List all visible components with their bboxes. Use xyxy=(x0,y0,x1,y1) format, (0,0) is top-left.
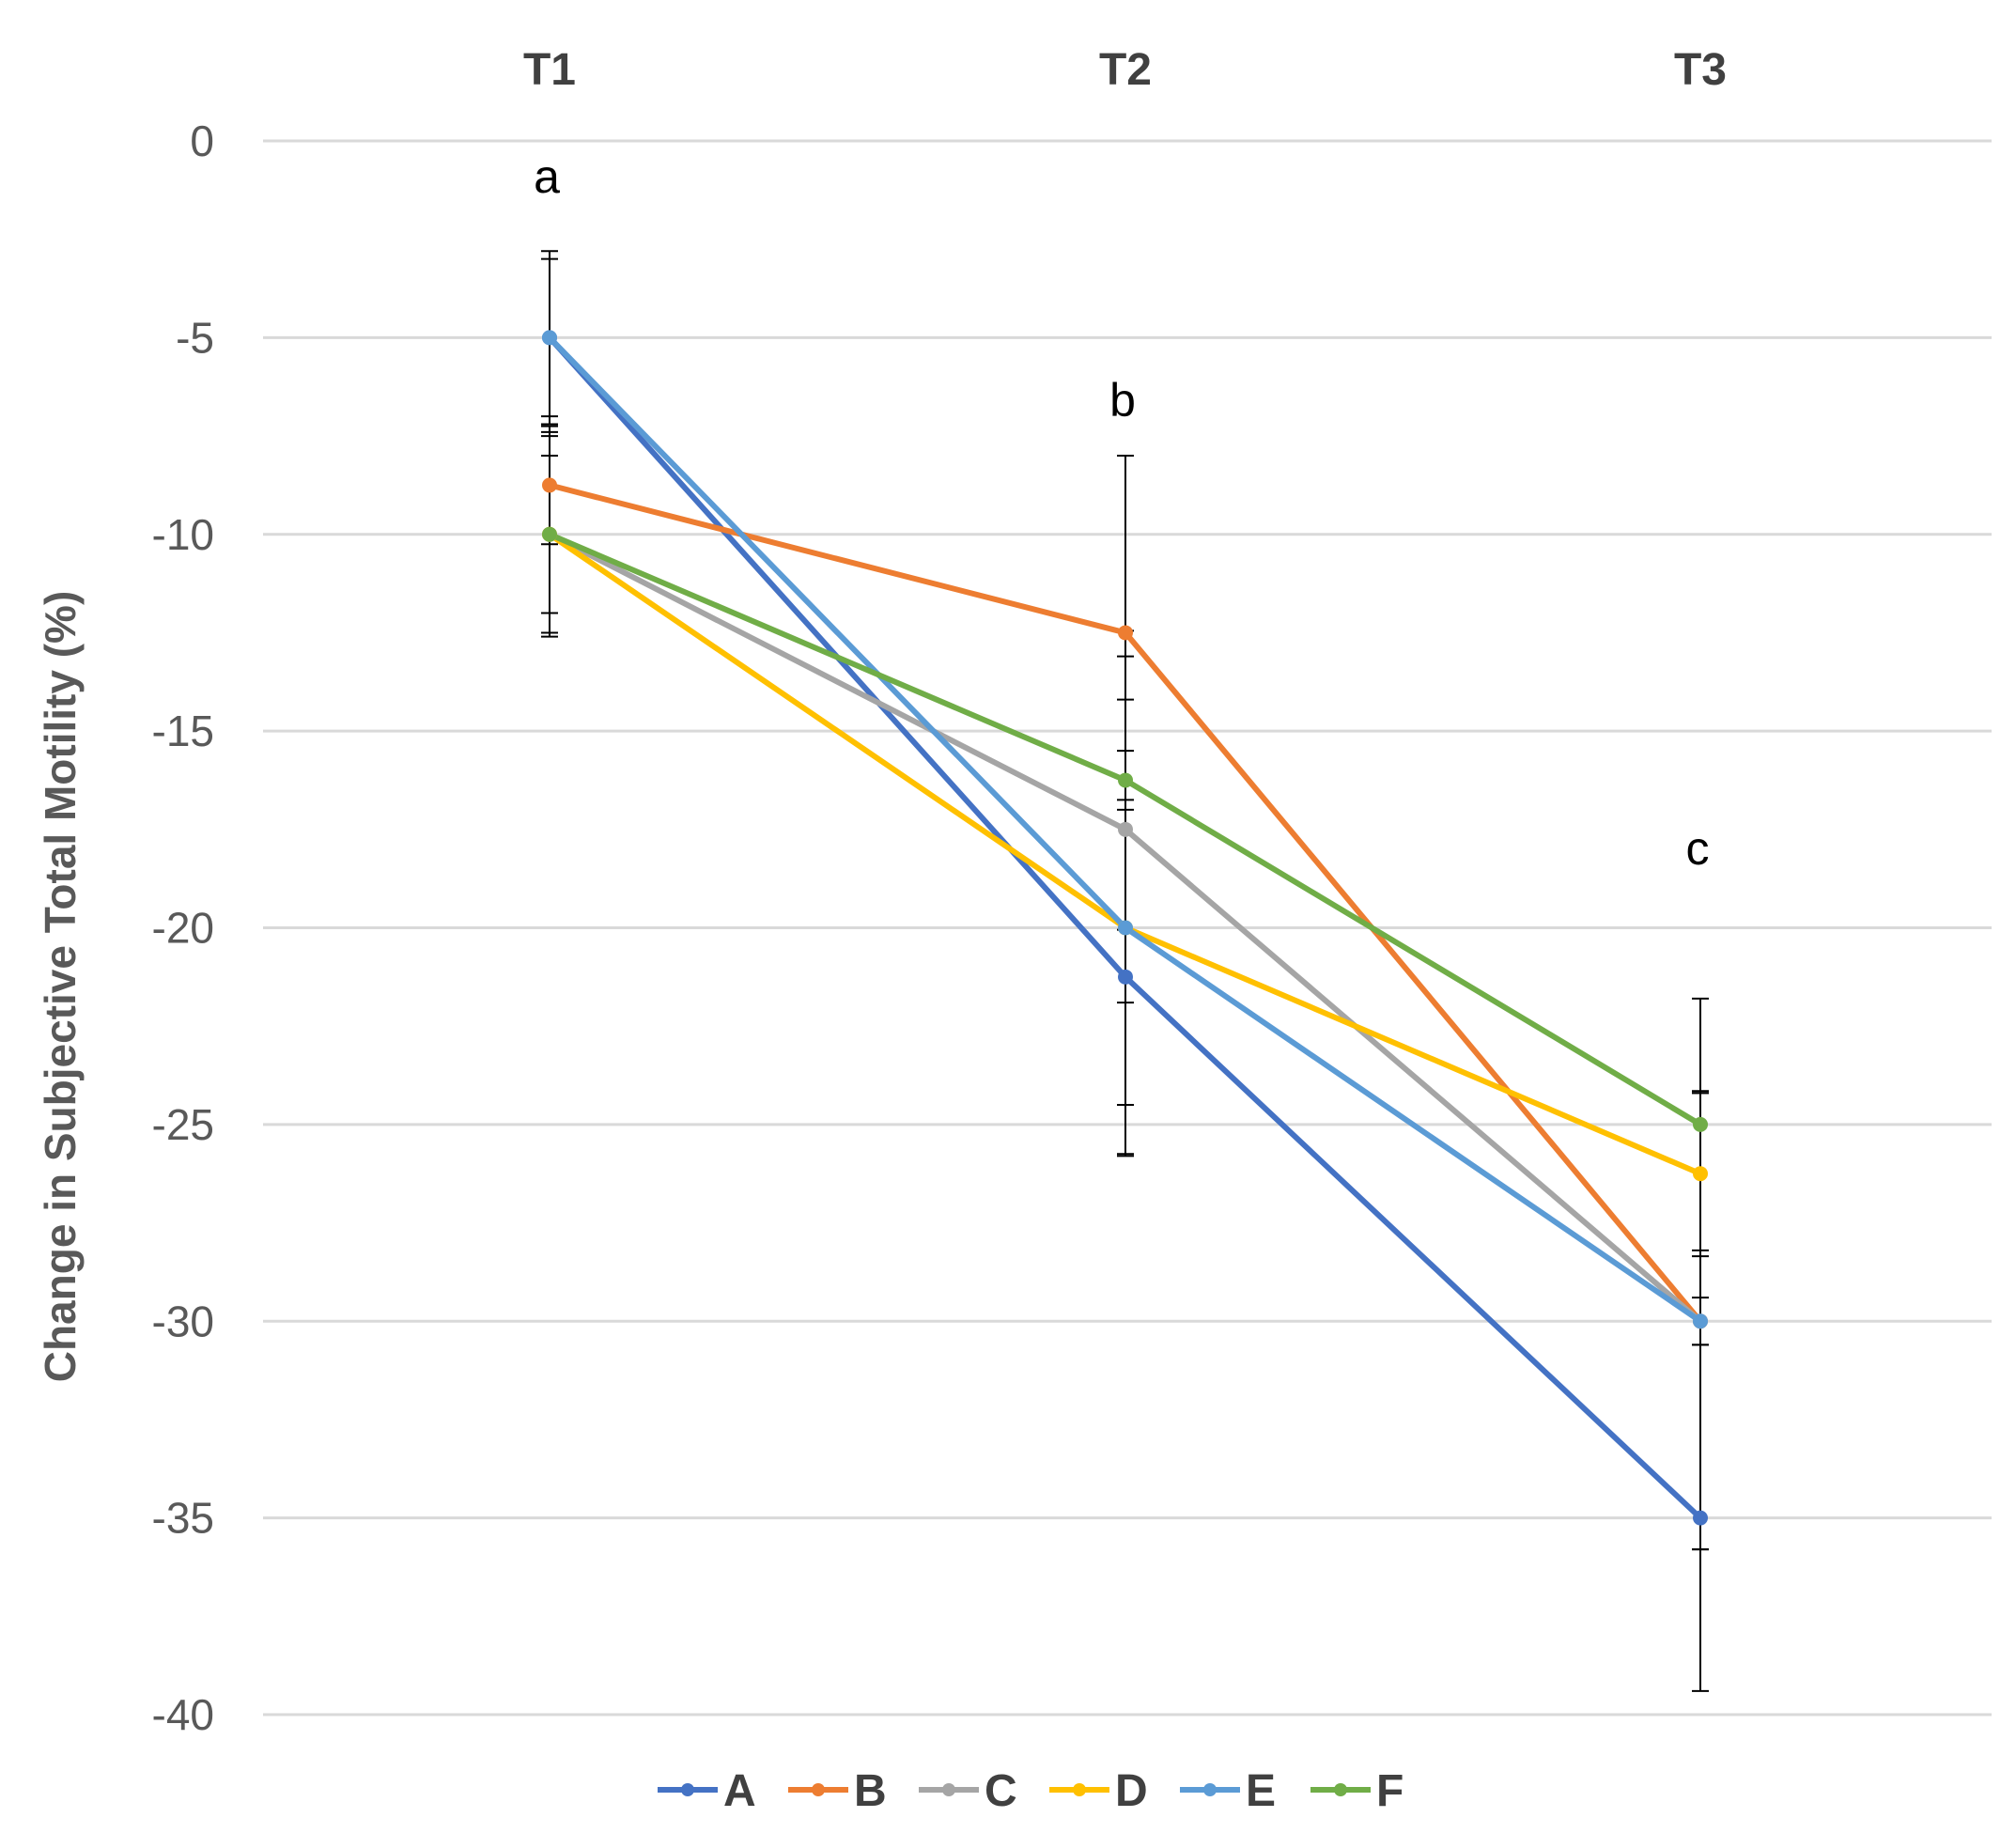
significance-letter: a xyxy=(534,150,560,203)
legend-item-E: E xyxy=(1180,1766,1276,1816)
legend-item-D: D xyxy=(1049,1766,1148,1816)
x-category-label: T2 xyxy=(1099,45,1152,95)
data-point-A xyxy=(1118,969,1133,985)
legend-marker xyxy=(1203,1783,1217,1796)
series-points xyxy=(542,330,1708,1526)
legend-item-C: C xyxy=(919,1766,1017,1816)
data-point-F xyxy=(1693,1116,1708,1132)
significance-letter: b xyxy=(1109,374,1136,427)
legend-label: D xyxy=(1115,1766,1148,1816)
legend-marker xyxy=(681,1783,694,1796)
data-point-E xyxy=(1693,1313,1708,1329)
data-point-E xyxy=(1118,920,1133,936)
y-tick-label: -35 xyxy=(152,1494,214,1543)
y-tick-label: 0 xyxy=(190,117,214,165)
x-category-label: T1 xyxy=(523,45,576,95)
data-point-F xyxy=(1118,772,1133,788)
y-tick-label: -40 xyxy=(152,1690,214,1739)
data-point-C xyxy=(1118,821,1133,837)
y-tick-label: -10 xyxy=(152,510,214,559)
data-point-B xyxy=(542,477,557,493)
legend-label: B xyxy=(854,1766,887,1816)
legend-marker xyxy=(812,1783,825,1796)
y-tick-label: -15 xyxy=(152,707,214,755)
legend-item-F: F xyxy=(1310,1766,1403,1816)
legend: A B C D E F xyxy=(658,1766,1403,1816)
legend-item-A: A xyxy=(658,1766,756,1816)
legend-label: F xyxy=(1376,1766,1403,1816)
legend-marker xyxy=(1073,1783,1086,1796)
legend-item-B: B xyxy=(788,1766,887,1816)
data-point-D xyxy=(1693,1166,1708,1182)
y-axis-tick-labels: 0 -5 -10 -15 -20 -25 -30 -35 -40 xyxy=(152,117,214,1739)
y-axis-label: Change in Subjective Total Motility (%) xyxy=(36,591,85,1383)
data-point-F xyxy=(542,526,557,542)
x-category-label: T3 xyxy=(1674,45,1727,95)
legend-label: E xyxy=(1246,1766,1276,1816)
data-point-E xyxy=(542,330,557,346)
x-axis-category-labels: T1 T2 T3 xyxy=(523,45,1727,95)
y-tick-label: -25 xyxy=(152,1100,214,1149)
y-tick-label: -20 xyxy=(152,904,214,953)
y-tick-label: -30 xyxy=(152,1297,214,1345)
legend-marker xyxy=(942,1783,955,1796)
y-tick-label: -5 xyxy=(176,313,214,362)
data-point-A xyxy=(1693,1510,1708,1526)
legend-marker xyxy=(1334,1783,1347,1796)
legend-label: C xyxy=(985,1766,1017,1816)
significance-letter: c xyxy=(1686,822,1710,875)
significance-letters: a b c xyxy=(534,150,1709,875)
legend-label: A xyxy=(723,1766,756,1816)
data-point-B xyxy=(1118,625,1133,641)
